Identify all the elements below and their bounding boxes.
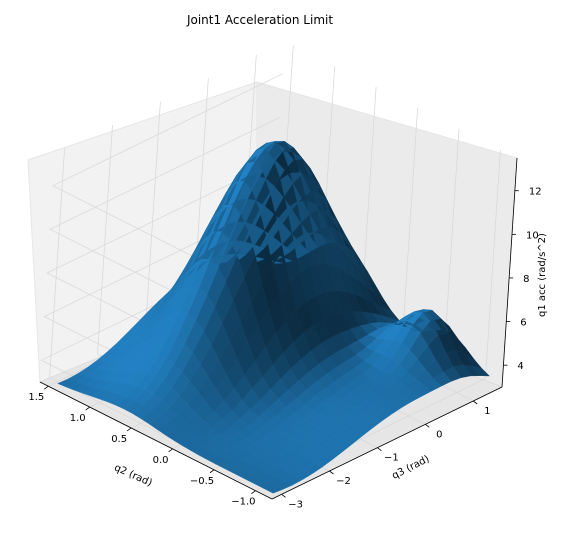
x-tick-mark — [209, 469, 215, 474]
y-tick-labels: −3 −2 −1 0 1 — [281, 400, 490, 510]
chart-title: Joint1 Acceleration Limit — [186, 13, 333, 27]
y-axis-line — [271, 386, 503, 500]
y-tick-mark — [377, 447, 382, 451]
x-tick-label: −0.5 — [190, 476, 214, 487]
z-tick-label: 4 — [517, 361, 523, 372]
x-tick-label: 0.5 — [111, 434, 127, 445]
y-tick-label: 0 — [436, 429, 442, 440]
x-tick-label: 1.0 — [70, 413, 86, 424]
x-tick-mark — [44, 385, 49, 390]
z-tick-label: 8 — [523, 274, 529, 285]
surface-mesh — [57, 141, 491, 494]
axes-lines — [39, 157, 518, 500]
y-tick-mark — [473, 400, 478, 405]
x-tick-mark — [168, 448, 173, 453]
y-tick-label: −3 — [288, 499, 303, 510]
x-tick-mark — [251, 490, 256, 494]
x-tick-label: 0.0 — [153, 455, 169, 466]
z-tick-label: 10 — [526, 230, 539, 241]
y-tick-label: 1 — [484, 406, 490, 417]
x-tick-mark — [85, 406, 90, 411]
surface-facet — [57, 378, 77, 388]
x-axis-label: q2 (rad) — [112, 462, 153, 488]
z-axis-line — [501, 157, 518, 388]
z-tick-label: 12 — [529, 187, 542, 198]
y-tick-mark — [281, 494, 286, 498]
x-axis-line — [39, 381, 273, 500]
z-tick-labels: 4 6 8 10 12 — [503, 187, 542, 372]
x-tick-label: 1.5 — [28, 392, 44, 403]
y-tick-label: −1 — [384, 453, 399, 464]
x-tick-label: −1.0 — [231, 497, 255, 508]
y-tick-mark — [329, 470, 334, 475]
y-tick-label: −2 — [336, 476, 351, 487]
x-tick-mark — [126, 427, 132, 432]
x-tick-labels: −1.0 −0.5 0.0 0.5 1.0 1.5 — [28, 385, 256, 508]
z-tick-label: 6 — [520, 318, 526, 329]
y-tick-mark — [425, 424, 430, 428]
z-axis-label: q1 acc (rad/s^2) — [537, 233, 548, 317]
